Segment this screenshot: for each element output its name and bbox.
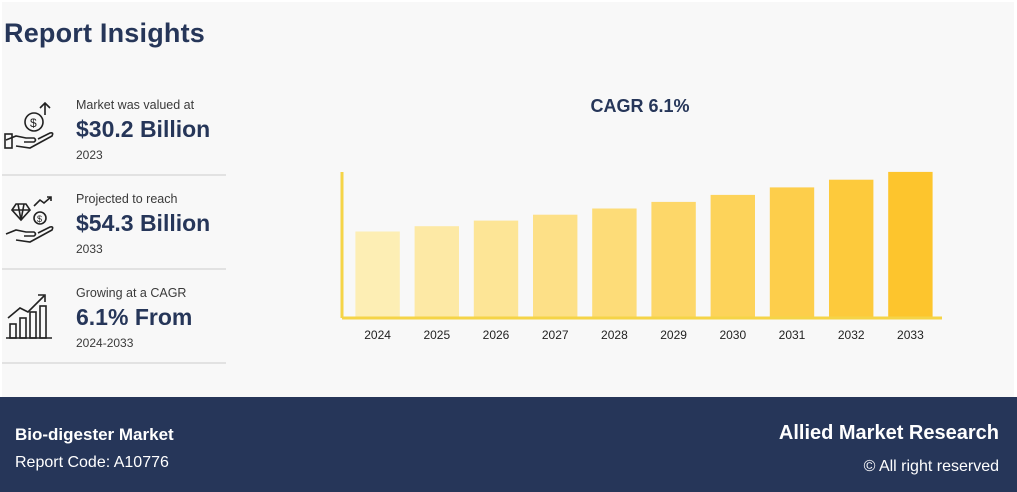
stat-market-value: $ Market was valued at $30.2 Billion 202… [2, 82, 226, 176]
bar-2025 [414, 226, 459, 317]
bar-2027 [533, 214, 578, 317]
chart-x-ticks: 2024 2025 2026 2027 2028 2029 2030 2031 2032 2033 [364, 328, 924, 342]
chart-bars [355, 171, 933, 317]
x-tick-label: 2025 [423, 328, 450, 342]
market-bar-chart: CAGR 6.1% 2024 2025 2026 2027 2028 2029 2030 20… [340, 96, 942, 342]
stat-label: Market was valued at [76, 98, 195, 112]
footer: Bio-digester Market Report Code: A10776 … [0, 397, 1017, 492]
svg-text:$: $ [30, 116, 37, 130]
bar-2033 [888, 171, 933, 317]
stat-value: 6.1% From [76, 304, 193, 330]
svg-text:$: $ [37, 214, 42, 224]
x-tick-label: 2030 [719, 328, 746, 342]
chart-title: CAGR 6.1% [590, 96, 689, 116]
bar-2031 [769, 187, 815, 317]
money-hand-growth-icon: $ [4, 102, 54, 149]
x-tick-label: 2031 [779, 328, 806, 342]
stat-projected-value: $ Projected to reach $54.3 Billion 2033 [2, 176, 226, 270]
x-tick-label: 2027 [542, 328, 569, 342]
stat-value: $30.2 Billion [76, 116, 211, 142]
bar-2030 [710, 194, 755, 317]
bar-chart-growth-icon [6, 294, 52, 339]
bar-2032 [829, 179, 874, 317]
bar-2024 [355, 231, 400, 317]
bar-2026 [473, 220, 519, 317]
report-panel: Report Insights $ Market was valued at $… [2, 2, 1014, 397]
market-name: Bio-digester Market [15, 425, 174, 444]
stats-list: $ Market was valued at $30.2 Billion 202… [2, 82, 226, 364]
stat-label: Growing at a CAGR [76, 286, 187, 300]
diamond-coin-hand-icon: $ [5, 196, 54, 243]
bar-2029 [651, 201, 696, 317]
x-tick-label: 2026 [483, 328, 510, 342]
stat-cagr: Growing at a CAGR 6.1% From 2024-2033 [2, 270, 226, 364]
copyright: © All right reserved [863, 458, 999, 475]
stat-value: $54.3 Billion [76, 210, 211, 236]
bar-2028 [592, 208, 637, 317]
x-tick-label: 2028 [601, 328, 628, 342]
x-tick-label: 2032 [838, 328, 865, 342]
x-tick-label: 2024 [364, 328, 391, 342]
stat-year: 2023 [76, 148, 103, 162]
stat-label: Projected to reach [76, 192, 178, 206]
report-code: Report Code: A10776 [15, 454, 169, 471]
x-tick-label: 2033 [897, 328, 924, 342]
page-title: Report Insights [4, 18, 206, 48]
stat-period: 2024-2033 [76, 336, 134, 350]
x-tick-label: 2029 [660, 328, 687, 342]
brand-name: Allied Market Research [778, 422, 999, 444]
stat-year: 2033 [76, 242, 103, 256]
